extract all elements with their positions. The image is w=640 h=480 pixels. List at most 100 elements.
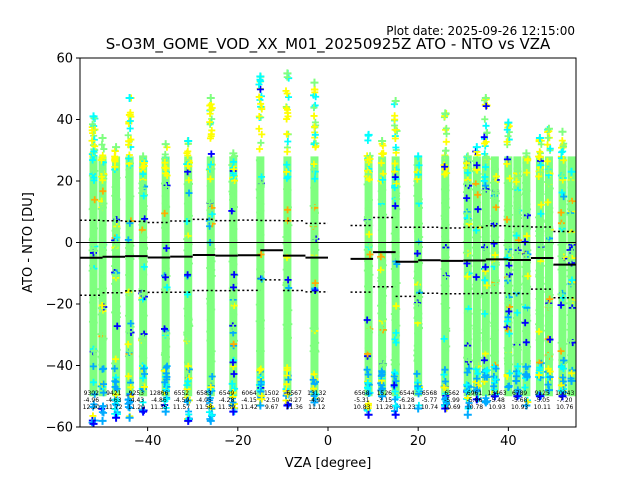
scatter-point [90,378,98,386]
scatter-point [535,328,543,336]
scatter-point [568,248,576,256]
scatter-point [544,261,552,269]
scatter-point [255,156,263,164]
scatter-point [125,248,133,256]
scatter-point [257,231,265,239]
bin-median-label: -4.27 [286,397,302,404]
scatter-column [390,97,401,419]
scatter-point [557,363,565,371]
bin-std-label: 11.58 [195,404,212,411]
scatter-point [127,383,135,391]
scatter-point [378,204,386,212]
scatter-point [228,207,236,215]
scatter-point [88,120,96,128]
scatter-point [513,192,521,200]
scatter-point [490,352,498,360]
scatter-extreme-point [229,149,238,158]
scatter-point [523,219,531,227]
scatter-point [545,312,553,320]
scatter-point [183,235,191,243]
scatter-point [480,177,488,185]
bin-std-label: 11.36 [286,404,303,411]
scatter-point [113,234,121,242]
scatter-point [208,266,216,274]
scatter-point [521,319,529,327]
scatter-point [523,169,531,177]
bin-count-label: 1502 [264,390,279,397]
bin-median-label: -4.15 [241,397,257,404]
scatter-point [97,311,105,319]
scatter-point [506,360,514,368]
scatter-point [208,357,216,365]
scatter-point [111,246,119,254]
scatter-point [560,356,568,364]
scatter-point [391,116,399,124]
scatter-point [491,345,499,353]
scatter-point [441,358,449,366]
y-tick-label: 0 [65,236,73,251]
scatter-density [544,156,553,397]
scatter-point [311,286,319,294]
scatter-point [89,205,97,213]
bin-count-label: 6562 [444,390,459,397]
scatter-point [414,329,422,337]
scatter-point [283,330,291,338]
bin-median-label: -4.86 [151,397,167,404]
scatter-point [229,283,237,291]
scatter-point [113,313,121,321]
scatter-point [482,102,490,110]
scatter-point [390,230,398,238]
scatter-point [88,126,96,134]
scatter-point [377,386,385,394]
scatter-extreme-point [463,152,472,161]
scatter-point [558,342,566,350]
scatter-point [99,242,107,250]
scatter-point [100,335,108,343]
scatter-extreme-point [414,152,423,161]
bin-count-label: 9125 [535,390,550,397]
scatter-point [491,290,499,298]
scatter-point [567,185,575,193]
scatter-point [536,168,544,176]
bin-std-label: 11.57 [173,404,190,411]
scatter-column [205,93,216,425]
scatter-point [464,293,472,301]
scatter-point [365,242,373,250]
scatter-point [465,284,473,292]
scatter-point [141,370,149,378]
scatter-point [184,162,192,170]
scatter-point [473,386,481,394]
scatter-point [140,312,148,320]
scatter-point [89,362,97,370]
scatter-point [256,367,264,375]
scatter-point [504,347,512,355]
scatter-extreme-point [139,152,148,161]
scatter-point [504,244,512,252]
scatter-point [284,234,292,242]
scatter-extreme-point [256,72,265,81]
scatter-point [473,334,481,342]
scatter-point [100,199,108,207]
scatter-extreme-point [504,383,513,392]
scatter-point [473,161,481,169]
bin-std-label: 11.72 [105,404,122,411]
scatter-point [413,305,421,313]
scatter-point [414,272,422,280]
scatter-point [312,339,320,347]
scatter-point [207,272,215,280]
bin-median-label: -4.92 [309,397,325,404]
scatter-point [311,131,319,139]
scatter-point [483,217,491,225]
scatter-point [255,81,263,89]
scatter-point [185,266,193,274]
scatter-point [414,171,422,179]
scatter-point [535,172,543,180]
bin-median-label: -4.96 [84,397,100,404]
scatter-point [184,312,192,320]
scatter-point [462,249,470,257]
x-tick-label: 40 [500,434,517,449]
scatter-point [546,224,554,232]
scatter-point [125,141,133,149]
scatter-point [256,145,264,153]
scatter-point [481,182,489,190]
